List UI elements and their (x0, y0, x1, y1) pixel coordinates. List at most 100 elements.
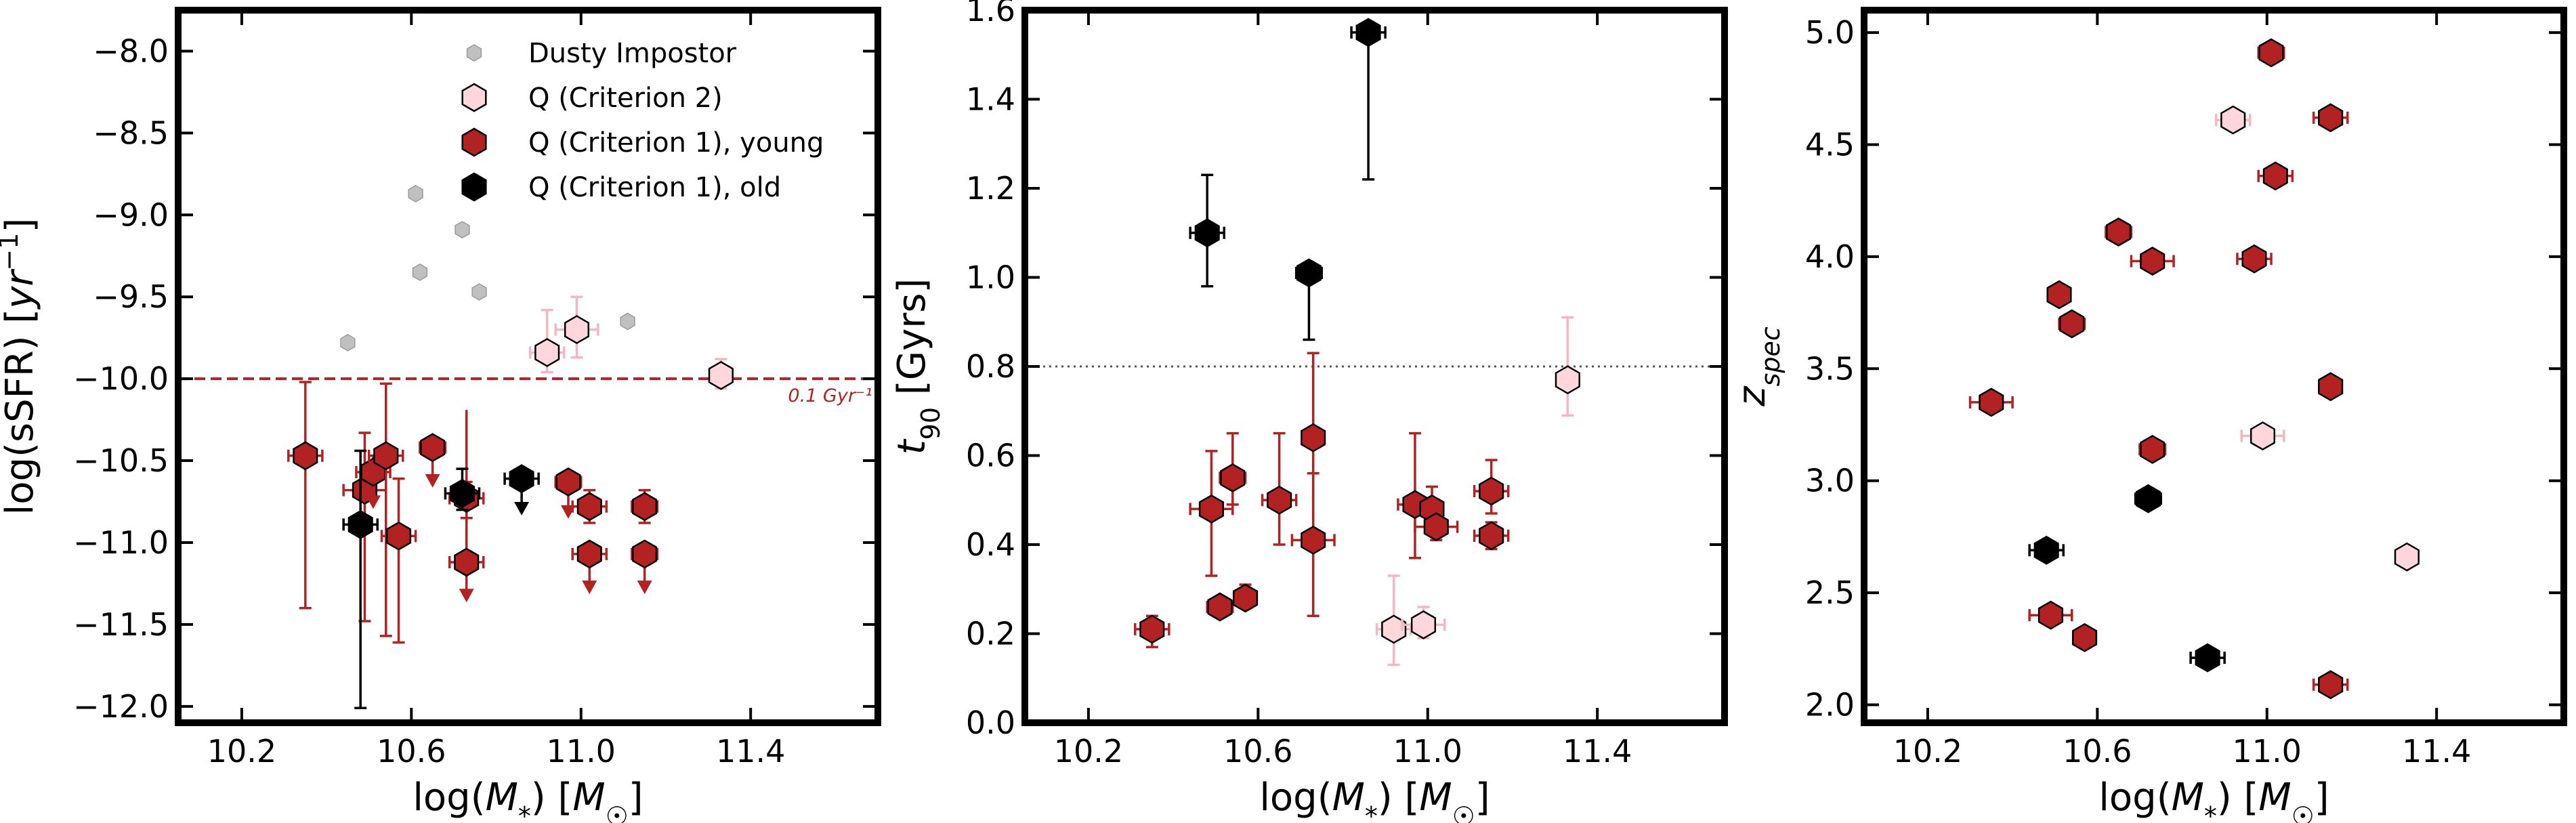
x-tick-label: 11.4 (1563, 733, 1632, 769)
point-old (1296, 258, 1322, 288)
point-q2 (564, 315, 590, 345)
point-young (454, 547, 480, 577)
point-dusty (455, 221, 470, 238)
series-q2 (528, 295, 734, 390)
x-axis-label: log(M*) [M☉] (413, 776, 643, 823)
point-old (449, 478, 476, 508)
error-bar (287, 381, 324, 610)
y-tick-label: 1.6 (966, 0, 1015, 28)
point-young (1139, 614, 1165, 644)
point-young (2046, 280, 2072, 310)
point-young (1232, 583, 1259, 613)
point-q2 (708, 360, 734, 390)
y-tick-label: 5.0 (1805, 14, 1855, 51)
y-axis-label: t90 [Gyrs] (890, 278, 946, 455)
point-young (576, 492, 602, 522)
point-young (1479, 476, 1504, 506)
y-axis-label: zspec (1730, 326, 1786, 407)
x-tick-label: 10.2 (207, 733, 276, 769)
point-young (2071, 622, 2098, 652)
point-young (2140, 434, 2166, 464)
point-young (2318, 372, 2344, 402)
point-dusty (471, 283, 487, 301)
panel-t90: 10.2 10.6 11.0 11.4 0.0 0.2 0.4 0.6 0.8 1.0 1.2 1.4… (890, 0, 1728, 823)
point-old (2033, 535, 2059, 565)
point-young (1301, 423, 1326, 452)
point-old (1355, 18, 1381, 47)
x-tick-label: 10.6 (1223, 733, 1292, 769)
x-tick-label: 11.0 (547, 733, 616, 769)
x-tick-label: 10.6 (2063, 733, 2132, 769)
series-old (2028, 484, 2226, 673)
legend-label-dusty: Dusty Impostor (528, 38, 737, 69)
point-young (293, 441, 318, 471)
y-tick-label: 4.0 (1805, 238, 1855, 275)
point-young (385, 521, 412, 551)
point-young (2106, 217, 2132, 247)
point-young (1198, 494, 1225, 524)
legend-label-old: Q (Criterion 1), old (528, 172, 781, 203)
reference-line-label: 0.1 Gyr⁻¹ (788, 385, 872, 406)
y-tick-label: −8.5 (93, 114, 169, 151)
point-young (373, 441, 399, 471)
x-axis-label: log(M*) [M☉] (2098, 776, 2329, 823)
point-q2 (2250, 421, 2276, 451)
y-tick-label: 3.0 (1805, 463, 1855, 499)
x-tick-label: 11.4 (2402, 733, 2471, 769)
point-old (509, 464, 534, 494)
x-axis-label: log(M*) [M☉] (1259, 776, 1490, 823)
y-tick-label: 3.5 (1805, 350, 1855, 387)
point-young (1220, 463, 1246, 492)
plot-frame (1861, 7, 2567, 726)
point-young (2059, 309, 2085, 339)
y-tick-label: 0.4 (966, 526, 1015, 563)
y-tick-label: 1.4 (966, 81, 1015, 118)
y-tick-label: −10.5 (73, 442, 169, 479)
point-dusty (408, 185, 423, 203)
y-tick-label: 2.5 (1805, 574, 1855, 611)
point-young (1479, 521, 1504, 551)
series-dusty (340, 185, 635, 352)
point-young (2318, 670, 2344, 700)
y-tick-label: −12.0 (73, 688, 169, 725)
point-q2 (2394, 542, 2420, 572)
point-young (1301, 525, 1326, 555)
y-tick-label: 0.6 (966, 438, 1015, 474)
point-young (2037, 600, 2064, 630)
point-young (1423, 512, 1449, 542)
point-q2 (1381, 614, 1407, 644)
y-tick-label: −8.0 (93, 33, 169, 69)
series-young (287, 381, 659, 644)
x-tick-label: 10.6 (377, 733, 446, 769)
point-dusty (340, 334, 356, 352)
series-young (1134, 352, 1510, 648)
y-tick-label: 0.2 (966, 616, 1015, 652)
point-young (632, 492, 658, 522)
series-q2 (1375, 316, 1580, 667)
y-tick-label: −9.5 (93, 278, 169, 315)
x-tick-label: 11.0 (1393, 733, 1462, 769)
legend: Dusty Impostor Q (Criterion 2) Q (Criterio… (461, 38, 824, 203)
x-tick-label: 10.2 (1054, 733, 1123, 769)
x-tick-label: 11.4 (716, 733, 785, 769)
panel-zspec: 10.2 10.6 11.0 11.4 2.0 2.5 3.0 3.5 4.0 4.5 5.0 log… (1730, 7, 2567, 823)
y-tick-label: 2.0 (1805, 687, 1855, 723)
x-tick-label: 11.0 (2233, 733, 2302, 769)
point-old (347, 509, 373, 539)
point-young (1207, 592, 1233, 622)
x-tick-label: 10.2 (1893, 733, 1962, 769)
plot-frame (175, 7, 881, 726)
point-young (2140, 247, 2166, 276)
point-young (576, 539, 602, 569)
point-young (2241, 244, 2267, 274)
series-q2 (2214, 105, 2420, 572)
point-young (632, 539, 658, 569)
y-tick-label: −11.5 (73, 606, 169, 643)
y-tick-label: −11.0 (73, 524, 169, 561)
point-young (2262, 161, 2288, 191)
y-tick-label: 1.0 (966, 259, 1015, 296)
point-dusty (412, 263, 427, 281)
y-axis-label: log(sSFR) [yr−1] (0, 218, 42, 515)
point-young (1979, 387, 2004, 417)
